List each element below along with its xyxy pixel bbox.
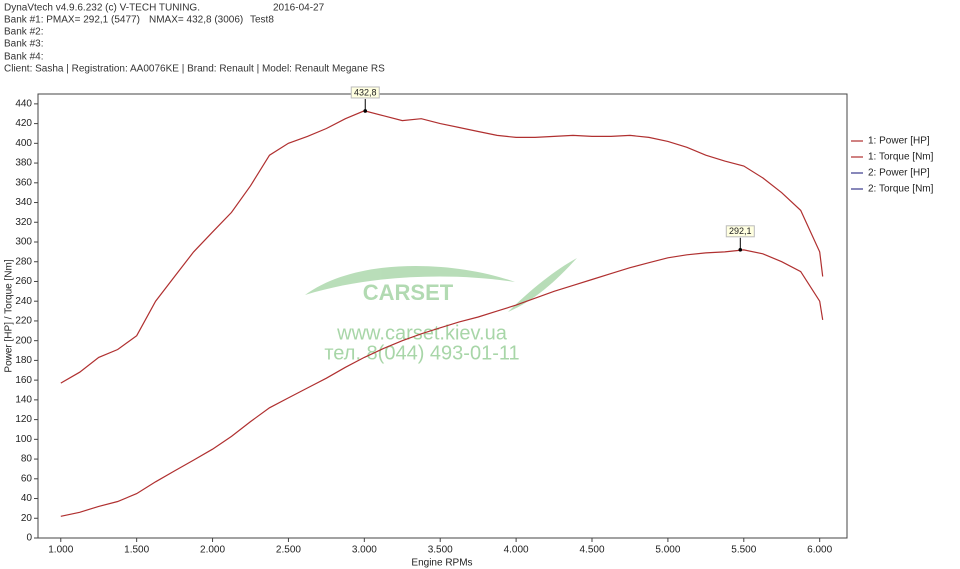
y-tick-label: 280 [15,256,32,267]
annotation-label: 432,8 [354,87,377,97]
x-tick-label: 5.500 [731,545,756,556]
y-tick-label: 260 [15,276,32,287]
watermark-logo [305,258,577,312]
y-tick-label: 400 [15,138,32,149]
y-tick-label: 0 [26,533,32,544]
header-text: 2016-04-27 [273,3,325,14]
annotation-box [725,225,755,238]
x-tick-label: 6.000 [807,545,832,556]
x-tick-label: 3.000 [352,545,377,556]
y-axis-label: Power [HP] / Torque [Nm] [4,259,15,372]
y-tick-label: 180 [15,355,32,366]
header-text: Bank #4: [4,52,43,63]
watermark-text: CARSET [363,280,454,305]
y-tick-label: 20 [21,513,33,524]
legend-label: 2: Power [HP] [868,168,930,179]
annotation-box [350,86,380,99]
header-text: Bank #1: PMAX= 292,1 (5477) [4,15,140,26]
header-text: Bank #2: [4,27,43,38]
x-tick-label: 2.000 [200,545,225,556]
series-line [60,110,824,384]
y-tick-label: 440 [15,99,32,110]
watermark-text: тел. 8(044) 493-01-11 [324,342,519,364]
header-text: DynaVtech v4.9.6.232 (c) V-TECH TUNING. [4,3,200,14]
y-tick-label: 340 [15,197,32,208]
y-tick-label: 380 [15,158,32,169]
x-tick-label: 2.500 [276,545,301,556]
plot-area [37,93,848,539]
annotation-point [363,109,368,113]
legend-label: 1: Power [HP] [868,136,930,147]
x-tick-label: 4.500 [579,545,604,556]
y-tick-label: 220 [15,316,32,327]
y-tick-label: 300 [15,237,32,248]
x-tick-label: 1.000 [48,545,73,556]
y-tick-label: 120 [15,414,32,425]
y-tick-label: 60 [21,473,33,484]
y-tick-label: 420 [15,118,32,129]
header-text: NMAX= 432,8 (3006) [149,15,243,26]
y-tick-label: 40 [21,493,33,504]
y-tick-label: 240 [15,296,32,307]
header-text: Client: Sasha | Registration: AA0076KE |… [4,64,385,75]
y-tick-label: 100 [15,434,32,445]
header-text: Bank #3: [4,39,43,50]
legend-label: 2: Torque [Nm] [868,184,934,195]
legend-label: 1: Torque [Nm] [868,152,934,163]
annotation-point [738,247,743,252]
y-tick-label: 320 [15,217,32,228]
x-tick-label: 1.500 [124,545,149,556]
y-tick-label: 140 [15,395,32,406]
x-tick-label: 3.500 [428,545,453,556]
series-line [60,249,824,517]
header-text: Test8 [250,15,274,26]
y-tick-label: 160 [15,375,32,386]
y-tick-label: 200 [15,335,32,346]
x-tick-label: 4.000 [504,545,529,556]
y-tick-label: 80 [21,454,33,465]
x-axis-label: Engine RPMs [411,558,472,569]
annotation-label: 292,1 [729,226,752,236]
y-tick-label: 360 [15,177,32,188]
x-tick-label: 5.000 [655,545,680,556]
